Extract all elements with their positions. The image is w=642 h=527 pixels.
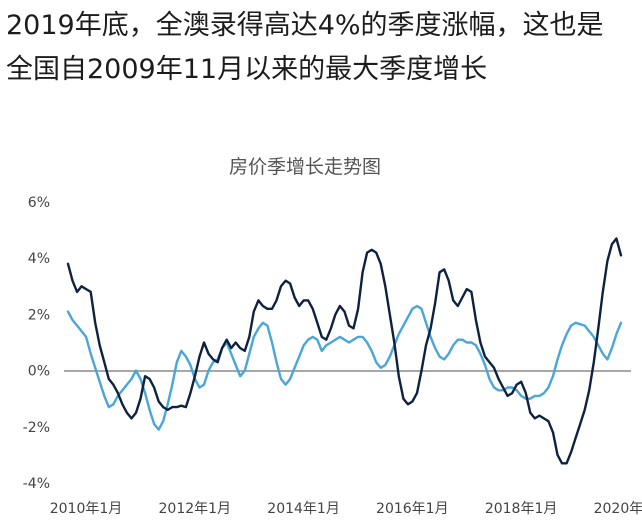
headline-line-1: 2019年底，全澳录得高达4%的季度涨幅，这也是 [6, 10, 604, 41]
series-lines [66, 237, 623, 465]
x-tick-label: 2012年1月 [159, 501, 232, 517]
x-tick-label: 2016年1月 [376, 501, 449, 517]
x-tick-label: 2014年1月 [267, 501, 340, 517]
x-axis-ticks: 2010年1月 2012年1月 2014年1月 2016年1月 2018年1月 2020年… [50, 501, 642, 517]
headline-line-2: 全国自2009年11月以来的最大季度增长 [6, 54, 488, 85]
y-tick-label: -4% [23, 476, 50, 492]
x-tick-label: 2020年1月 [594, 501, 642, 517]
chart-title: 房价季增长走势图 [229, 156, 381, 178]
y-axis-ticks: 6% 4% 2% 0% -2% -4% [23, 195, 50, 492]
x-tick-label: 2018年1月 [485, 501, 558, 517]
y-tick-label: -2% [23, 420, 50, 436]
y-tick-label: 6% [28, 195, 50, 211]
series-line-light [66, 304, 623, 431]
y-tick-label: 0% [28, 364, 50, 380]
series-line-dark [66, 237, 623, 465]
headline: 2019年底，全澳录得高达4%的季度涨幅，这也是 全国自2009年11月以来的最… [6, 4, 636, 92]
y-tick-label: 4% [28, 251, 50, 267]
y-tick-label: 2% [28, 307, 50, 323]
x-tick-label: 2010年1月 [50, 501, 123, 517]
